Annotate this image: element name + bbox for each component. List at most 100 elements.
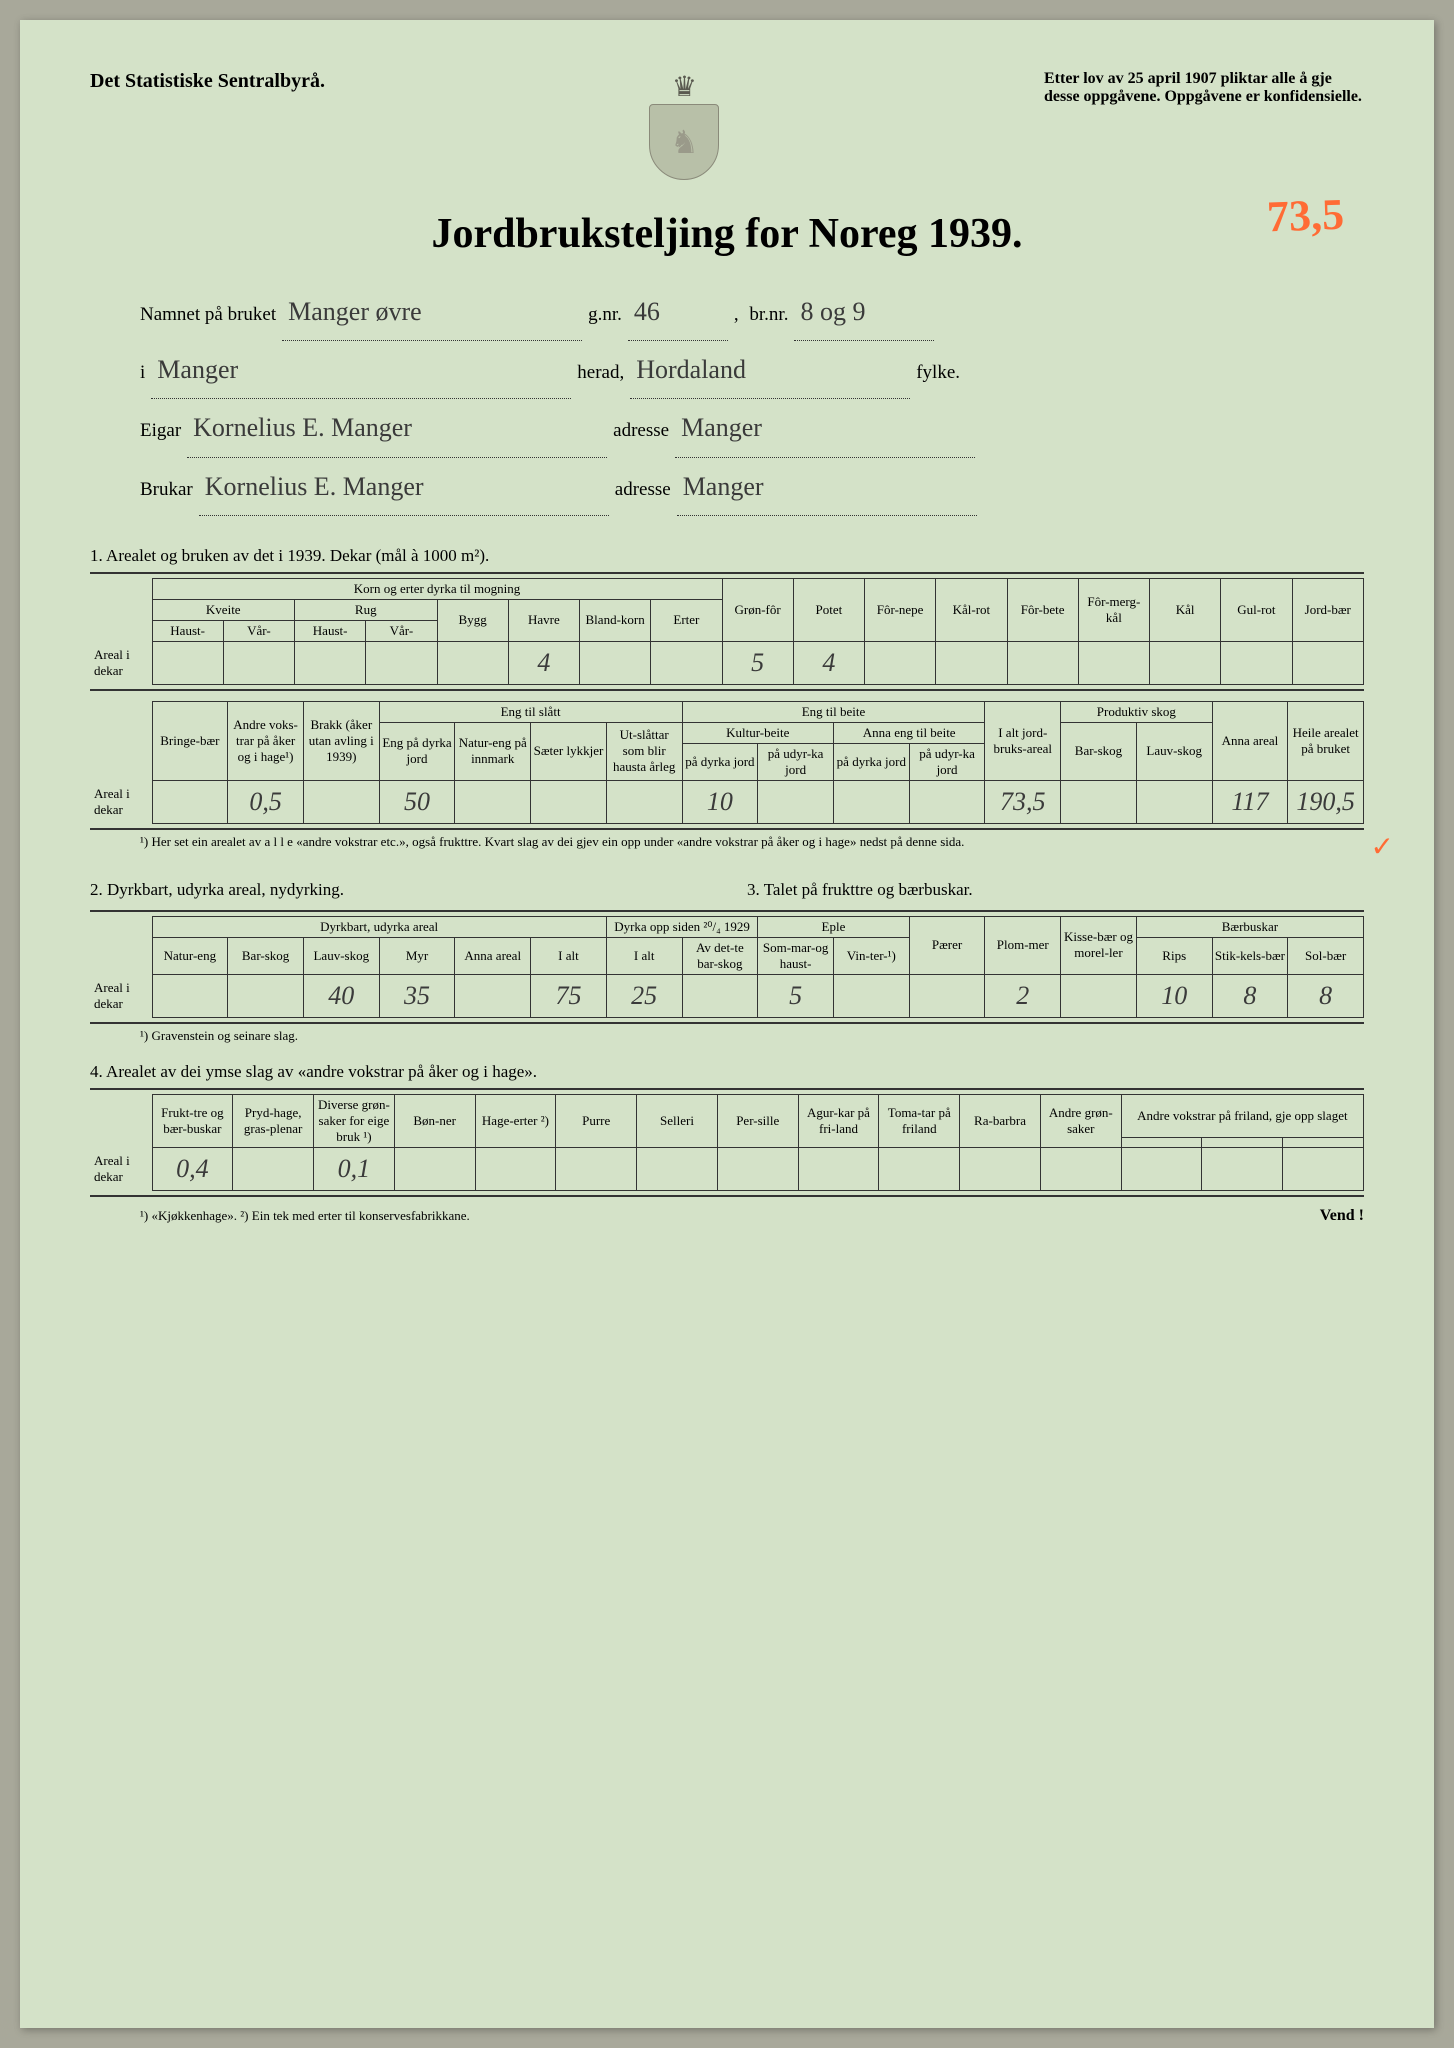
label-brukar: Brukar xyxy=(140,469,193,511)
hdr-bygg: Bygg xyxy=(437,599,508,641)
val-sommar: 5 xyxy=(758,974,834,1017)
property-info: Namnet på bruket Manger øvre g.nr. 46 , … xyxy=(140,283,1314,516)
hdr-eng-beite: Eng til beite xyxy=(682,701,985,722)
footnote-4: ¹) «Kjøkkenhage». ²) Ein tek med erter t… xyxy=(140,1208,470,1224)
hdr-blank3 xyxy=(1283,1137,1364,1147)
hdr-ialt2: I alt xyxy=(531,937,607,974)
hdr-andre-friland: Andre vokstrar på friland, gje opp slage… xyxy=(1121,1094,1363,1137)
hdr-pa-dyrka1: på dyrka jord xyxy=(682,743,758,780)
hdr-plommer: Plom-mer xyxy=(985,916,1061,974)
field-bruket: Manger øvre xyxy=(282,283,582,341)
sections-2-3-titles: 2. Dyrkbart, udyrka areal, nydyrking. 3.… xyxy=(90,862,1364,906)
hdr-prodskog: Produktiv skog xyxy=(1061,701,1212,722)
label-herad: herad, xyxy=(577,352,624,394)
page-title: Jordbruksteljing for Noreg 1939. xyxy=(90,210,1364,258)
val-anna-areal: 117 xyxy=(1212,780,1288,823)
val-lauvskog2: 40 xyxy=(303,974,379,1017)
hdr-kalrot: Kål-rot xyxy=(936,578,1007,641)
hdr-andregron: Andre grøn-saker xyxy=(1040,1094,1121,1147)
hdr-selleri: Selleri xyxy=(637,1094,718,1147)
hdr-bonner: Bøn-ner xyxy=(394,1094,475,1147)
bureau-name: Det Statistiske Sentralbyrå. xyxy=(90,70,325,93)
field-eigar-name: Kornelius E. Manger xyxy=(187,399,607,457)
hdr-gronfor: Grøn-fôr xyxy=(722,578,793,641)
field-eigar-addr: Manger xyxy=(675,399,975,457)
hdr-avdette: Av det-te bar-skog xyxy=(682,937,758,974)
rowlabel-2: Areal i dekar xyxy=(90,974,152,1017)
shield-icon: ♞ xyxy=(649,104,719,180)
hdr-stikkels: Stik-kels-bær xyxy=(1212,937,1288,974)
val-ialt: 73,5 xyxy=(985,780,1061,823)
hdr-prydhage: Pryd-hage, gras-plenar xyxy=(233,1094,314,1147)
hdr-barskog2: Bar-skog xyxy=(228,937,304,974)
field-brukar-addr: Manger xyxy=(677,458,977,516)
hdr-erter: Erter xyxy=(651,599,722,641)
hdr-pa-udyrka1: på udyr-ka jord xyxy=(758,743,834,780)
hdr-havre: Havre xyxy=(508,599,579,641)
hdr-solbaer: Sol-bær xyxy=(1288,937,1364,974)
hdr-pa-udyrka2: på udyr-ka jord xyxy=(909,743,985,780)
hdr-dyrkbart: Dyrkbart, udyrka areal xyxy=(152,916,606,937)
hdr-korn: Korn og erter dyrka til mogning xyxy=(152,578,722,599)
hdr-rug: Rug xyxy=(295,599,438,620)
hdr-agurkar: Agur-kar på fri-land xyxy=(798,1094,879,1147)
hdr-blank2 xyxy=(1202,1137,1283,1147)
hdr-kal: Kål xyxy=(1150,578,1221,641)
vend-label: Vend ! xyxy=(1320,1207,1364,1225)
red-annotation: 73,5 xyxy=(1266,189,1345,243)
hdr-kveite: Kveite xyxy=(152,599,295,620)
hdr-rips: Rips xyxy=(1136,937,1212,974)
val-myr: 35 xyxy=(379,974,455,1017)
census-form-page: Det Statistiske Sentralbyrå. ♛ ♞ Etter l… xyxy=(20,20,1434,2028)
val-kultur-dyrka: 10 xyxy=(682,780,758,823)
val-potet: 4 xyxy=(793,641,864,684)
table-1b: Bringe-bær Andre voks-trar på åker og i … xyxy=(90,701,1364,824)
val-ialt3: 25 xyxy=(606,974,682,1017)
hdr-blank1 xyxy=(1121,1137,1202,1147)
section4-title: 4. Arealet av dei ymse slag av «andre vo… xyxy=(90,1062,1364,1082)
val-frukttre: 0,4 xyxy=(152,1147,233,1190)
hdr-gulrot: Gul-rot xyxy=(1221,578,1292,641)
hdr-utslattar: Ut-slåttar som blir hausta årleg xyxy=(606,722,682,780)
label-namnet: Namnet på bruket xyxy=(140,294,276,336)
hdr-anna-beite: Anna eng til beite xyxy=(833,722,984,743)
val-andre-vokstrar: 0,5 xyxy=(228,780,304,823)
hdr-blandkorn: Bland-korn xyxy=(580,599,651,641)
val-ialt2: 75 xyxy=(531,974,607,1017)
label-gnr: g.nr. xyxy=(588,294,622,336)
field-brukar-name: Kornelius E. Manger xyxy=(199,458,609,516)
label-i: i xyxy=(140,352,145,394)
val-heile: 190,5 xyxy=(1288,780,1364,823)
hdr-var2: Vår- xyxy=(366,620,437,641)
hdr-jordbaer: Jord-bær xyxy=(1292,578,1364,641)
hdr-ialt3: I alt xyxy=(606,937,682,974)
hdr-andre-vokstrar: Andre voks-trar på åker og i hage¹) xyxy=(228,701,304,780)
footnote-1: ¹) Her set ein arealet av a l l e «andre… xyxy=(140,834,1364,850)
coat-of-arms: ♛ ♞ xyxy=(639,70,729,180)
hdr-haust1: Haust- xyxy=(152,620,223,641)
val-eng-dyrka: 50 xyxy=(379,780,455,823)
hdr-rabarbra: Ra-barbra xyxy=(960,1094,1041,1147)
rowlabel-1b: Areal i dekar xyxy=(90,780,152,823)
rowlabel-1a: Areal i dekar xyxy=(90,641,152,684)
hdr-anna2: Anna areal xyxy=(455,937,531,974)
hdr-persille: Per-sille xyxy=(717,1094,798,1147)
table-2-3: Dyrkbart, udyrka areal Dyrka opp siden ²… xyxy=(90,916,1364,1018)
hdr-potet: Potet xyxy=(793,578,864,641)
hdr-fornepe: Fôr-nepe xyxy=(865,578,936,641)
field-fylke: Hordaland xyxy=(630,341,910,399)
hdr-formergkal: Fôr-merg-kål xyxy=(1078,578,1149,641)
legal-text: Etter lov av 25 april 1907 pliktar alle … xyxy=(1044,70,1364,106)
section2-title: 2. Dyrkbart, udyrka areal, nydyrking. xyxy=(90,880,707,900)
label-adresse2: adresse xyxy=(615,469,671,511)
hdr-var1: Vår- xyxy=(223,620,294,641)
hdr-hageerter: Hage-erter ²) xyxy=(475,1094,556,1147)
hdr-sommar: Som-mar-og haust- xyxy=(758,937,834,974)
table-1a: Korn og erter dyrka til mogning Grøn-fôr… xyxy=(90,578,1364,685)
hdr-eng-dyrka: Eng på dyrka jord xyxy=(379,722,455,780)
section3-title: 3. Talet på frukttre og bærbuskar. xyxy=(747,880,1364,900)
field-brnr: 8 og 9 xyxy=(794,283,934,341)
hdr-vinter: Vin-ter-¹) xyxy=(833,937,909,974)
label-eigar: Eigar xyxy=(140,410,181,452)
label-fylke: fylke. xyxy=(916,352,960,394)
